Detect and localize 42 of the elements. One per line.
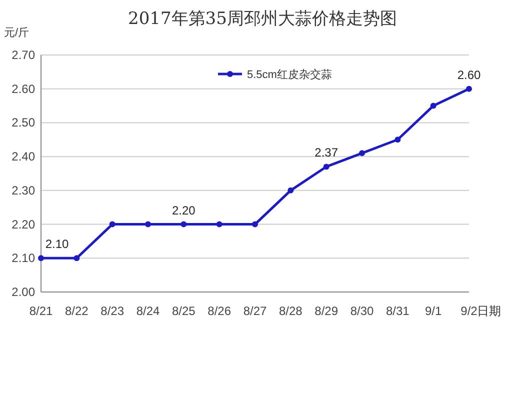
point: [38, 255, 44, 262]
y-tick-label: 2.60: [12, 82, 36, 96]
data-label: 2.60: [457, 68, 481, 82]
data-label: 2.37: [314, 146, 338, 160]
point: [252, 221, 258, 228]
point: [394, 136, 401, 143]
y-tick-label: 2.10: [12, 251, 36, 266]
x-tick-label: 8/25: [172, 304, 196, 318]
x-tick-label: 8/22: [64, 304, 89, 318]
chart-title: 2017年第35周邳州大蒜价格走势图: [128, 9, 397, 29]
point: [74, 255, 80, 262]
point: [288, 187, 294, 194]
y-tick-label: 2.30: [12, 183, 36, 198]
x-tick-label: 8/23: [100, 304, 124, 318]
x-tick-label: 8/24: [136, 304, 160, 318]
y-tick-label: 2.20: [12, 217, 36, 232]
x-tick-label: 8/26: [208, 304, 232, 318]
y-tick-label: 2.50: [12, 116, 36, 130]
x-tick-label: 9/2: [460, 304, 478, 318]
y-tick-label: 2.70: [12, 48, 36, 62]
point: [430, 102, 436, 109]
point: [466, 86, 472, 92]
data-label: 2.20: [172, 203, 196, 218]
y-tick-label: 2.40: [12, 150, 36, 164]
point: [145, 221, 151, 228]
x-tick-label: 8/21: [29, 304, 53, 318]
x-tick-label: 8/27: [243, 304, 267, 318]
point: [109, 221, 116, 228]
point: [180, 221, 187, 228]
x-tick-label: 8/28: [278, 304, 303, 318]
point: [359, 150, 365, 156]
x-axis-title: 日期: [477, 304, 501, 318]
x-tick-label: 8/30: [350, 304, 374, 318]
point: [216, 221, 222, 228]
data-label: 2.10: [45, 237, 69, 252]
x-tick-label: 9/1: [424, 304, 442, 318]
x-tick-label: 8/29: [314, 304, 338, 318]
y-axis-title: 元/斤: [4, 26, 30, 39]
point: [323, 164, 330, 170]
x-tick-label: 8/31: [386, 304, 410, 318]
y-tick-label: 2.00: [12, 285, 36, 299]
legend-label: 5.5cm红皮杂交蒜: [247, 68, 332, 81]
